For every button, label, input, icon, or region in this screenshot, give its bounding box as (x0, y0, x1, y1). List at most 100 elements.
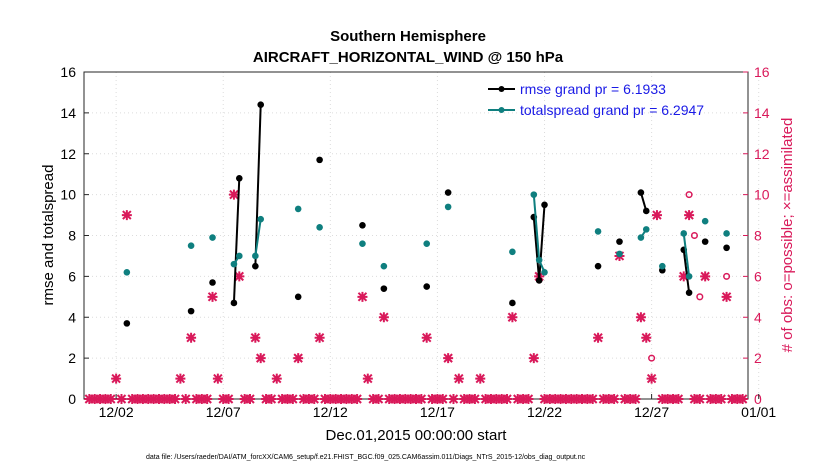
y-axis-label: rmse and totalspread (40, 165, 57, 306)
y-tick-label: 6 (68, 268, 76, 284)
obs-assimilated-marker (234, 271, 245, 282)
x-tick-label: 01/01 (741, 404, 776, 420)
obs-assimilated-marker (491, 394, 502, 404)
obs-assimilated-marker (239, 394, 250, 404)
obs-assimilated-marker (523, 394, 534, 404)
spread-point (123, 268, 131, 276)
legend-rmse-marker (498, 86, 505, 92)
obs-assimilated-marker (732, 394, 743, 404)
spread-point (423, 240, 431, 247)
obs-assimilated-marker (218, 394, 229, 404)
obs-assimilated-marker (560, 394, 571, 404)
obs-assimilated-marker (448, 394, 459, 404)
obs-assimilated-marker (657, 394, 668, 404)
rmse-line (232, 178, 241, 303)
obs-assimilated-marker (180, 394, 191, 404)
obs-assimilated-marker (400, 394, 411, 404)
obs-assimilated-marker (502, 394, 513, 404)
rmse-point (637, 189, 645, 196)
obs-assimilated-marker (105, 394, 116, 404)
obs-assimilated-marker (319, 394, 330, 404)
obs-assimilated-marker (207, 291, 218, 302)
y-tick-label: 2 (68, 350, 76, 366)
obs-assimilated-marker (678, 271, 689, 282)
obs-possible-marker (685, 191, 693, 199)
obs-assimilated-marker (314, 332, 325, 343)
obs-assimilated-marker (202, 394, 213, 404)
spread-point (187, 242, 195, 250)
obs-assimilated-marker (689, 394, 700, 404)
rmse-point (535, 277, 543, 284)
obs-assimilated-marker (598, 394, 609, 404)
rmse-point (235, 174, 243, 182)
rmse-point (294, 293, 302, 301)
obs-possible-marker (696, 293, 704, 301)
spread-line (682, 233, 691, 277)
rmse-point (444, 189, 452, 196)
rmse-point (380, 285, 388, 292)
y-tick-label: 14 (60, 105, 76, 121)
y2-tick-label: 4 (754, 309, 762, 325)
obs-assimilated-marker (630, 394, 641, 404)
rmse-point (594, 262, 602, 270)
obs-assimilated-marker (250, 332, 261, 343)
obs-assimilated-marker (668, 394, 679, 404)
rmse-point (230, 299, 238, 307)
obs-assimilated-marker (212, 373, 223, 384)
y-tick-label: 4 (68, 309, 76, 325)
rmse-line (532, 217, 541, 281)
obs-assimilated-marker (384, 394, 395, 404)
obs-assimilated-marker (261, 394, 272, 404)
obs-assimilated-marker (325, 394, 336, 404)
obs-assimilated-marker (282, 394, 293, 404)
obs-assimilated-marker (405, 394, 416, 404)
x-tick-label: 12/02 (99, 404, 134, 420)
obs-assimilated-marker (111, 373, 122, 384)
y2-tick-label: 16 (754, 64, 770, 80)
obs-assimilated-marker (100, 394, 111, 404)
obs-assimilated-marker (341, 394, 352, 404)
obs-assimilated-marker (352, 394, 363, 404)
spread-point (642, 226, 650, 233)
obs-assimilated-marker (330, 394, 341, 404)
obs-assimilated-marker (378, 312, 389, 323)
obs-assimilated-marker (539, 394, 550, 404)
spread-line (254, 219, 262, 257)
y2-tick-label: 12 (754, 146, 770, 162)
spread-point (530, 191, 538, 198)
obs-assimilated-marker (469, 394, 480, 404)
obs-assimilated-marker (550, 394, 561, 404)
chart-subtitle: AIRCRAFT_HORIZONTAL_WIND @ 150 hPa (253, 49, 564, 66)
obs-assimilated-marker (132, 394, 143, 404)
axis-ticks: 0 2 4 6 8 10 12 14 16 0 2 4 6 8 10 12 14 16 12/02 12/07 12/1… (60, 64, 776, 420)
obs-assimilated-marker (362, 373, 373, 384)
obs-assimilated-marker (705, 394, 716, 404)
obs-assimilated-marker (432, 394, 443, 404)
spread-point (541, 268, 548, 276)
spread-point (701, 217, 709, 225)
obs-assimilated-marker (673, 394, 684, 404)
x-tick-label: 12/22 (527, 404, 562, 420)
obs-assimilated-marker (475, 373, 486, 384)
rmse-point (359, 221, 366, 229)
obs-assimilated-marker (571, 394, 582, 404)
rmse-line (682, 249, 691, 293)
obs-assimilated-marker (700, 271, 711, 282)
obs-assimilated-marker (555, 394, 566, 404)
y2-tick-label: 0 (754, 391, 762, 407)
legend: rmse grand pr = 6.1933 totalspread grand… (488, 81, 704, 118)
obs-assimilated-marker (609, 394, 620, 404)
rmse-line (254, 104, 262, 267)
y2-tick-label: 8 (754, 228, 762, 244)
obs-assimilated-marker (635, 312, 646, 323)
obs-assimilated-marker (175, 373, 186, 384)
obs-assimilated-marker (480, 394, 491, 404)
obs-assimilated-marker (646, 373, 657, 384)
spread-point (616, 250, 623, 258)
obs-assimilated-marker (153, 394, 164, 404)
x-tick-label: 12/12 (313, 404, 348, 420)
spread-point (659, 262, 666, 270)
y2-tick-label: 6 (754, 268, 762, 284)
obs-assimilated-marker (368, 394, 379, 404)
